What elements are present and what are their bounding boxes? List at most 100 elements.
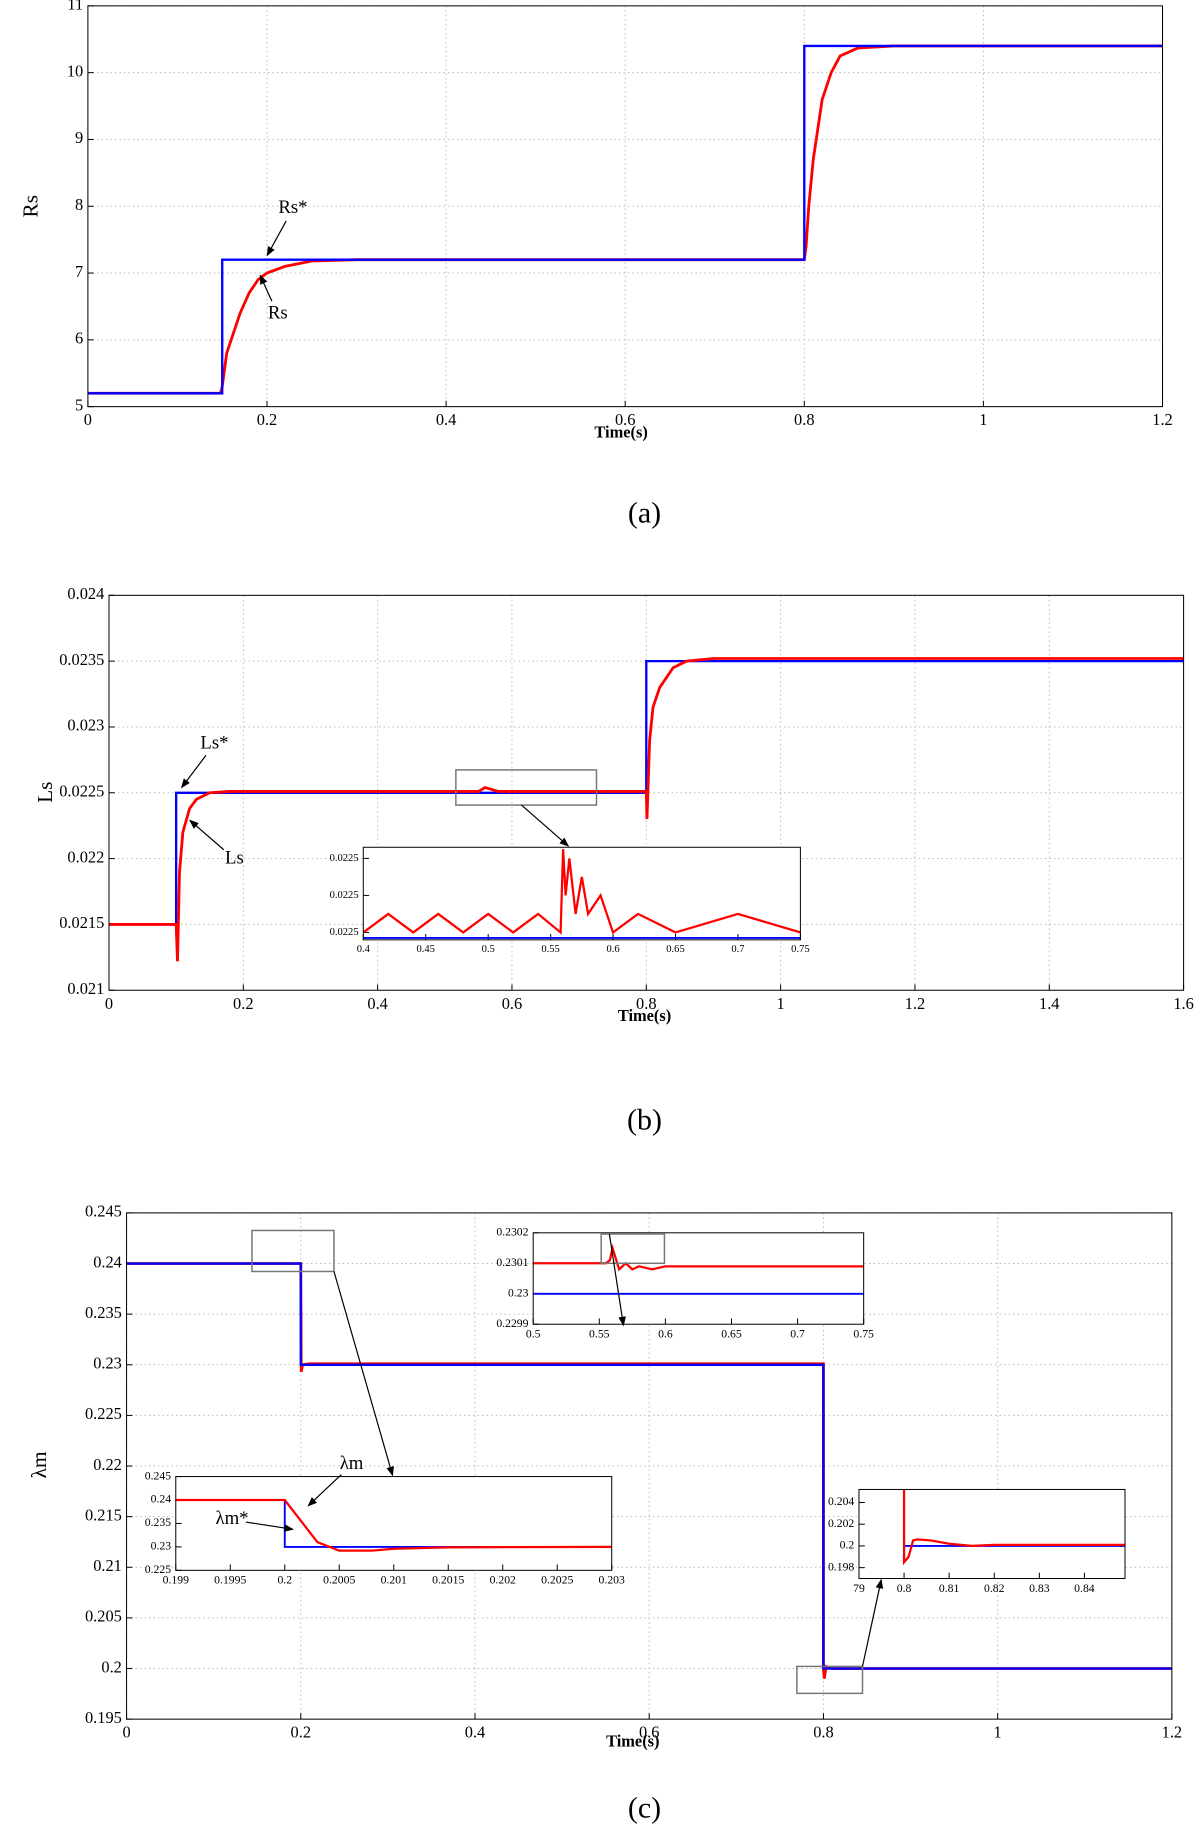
annotation-arrow [181,754,207,789]
x-axis-label: Time(s) [606,1731,659,1750]
x-tick-label: 0.203 [599,1574,625,1587]
annotation-arrow [307,1474,342,1507]
plot-frame [362,846,801,941]
x-tick-label: 0.5 [526,1327,541,1340]
y-tick-label: 9 [75,128,83,147]
y-tick-label: 0.023 [67,716,104,735]
y-tick-label: 0.2299 [496,1317,528,1330]
x-tick-label: 0.81 [939,1582,960,1595]
x-tick-label: 0.5 [482,944,495,955]
zoom-box [600,1233,666,1265]
x-tick-label: 0.55 [541,944,559,955]
x-tick-label: 1.2 [905,994,926,1013]
y-tick-label: 0.0225 [59,782,104,801]
x-tick-label: 0.7 [731,944,744,955]
zoom-box [251,1229,335,1273]
y-axis-label: Rs [19,195,43,218]
y-tick-label: 0.225 [145,1563,171,1576]
y-tick-label: 0.23 [93,1354,122,1373]
zoom-arrow [861,1578,884,1667]
x-tick-label: 0.4 [465,1723,486,1742]
y-tick-label: 6 [75,329,83,348]
x-tick-label: 0.6 [639,1723,660,1742]
x-tick-label: 0.6 [502,994,523,1013]
caption: (a) [628,497,661,530]
annotation-arrow [245,1521,294,1532]
y-tick-label: 0.0225 [330,927,359,938]
data-line [175,1498,612,1552]
x-tick-label: 0.75 [853,1327,874,1340]
plot-area [175,1476,612,1571]
plot-frame [108,594,1185,991]
plot-frame [126,1212,1173,1720]
data-line [87,44,1163,395]
x-axis-label: Time(s) [618,1006,671,1025]
plot-area [858,1489,1125,1579]
y-tick-label: 0.0215 [59,913,104,932]
x-tick-label: 0.84 [1074,1582,1095,1595]
annotation: Rs* [278,197,307,218]
chart-panel: 0.5 0.55 0.6 0.65 0.7 0.75 0.2299 0.23 0.2301 0.2… [496,1226,874,1341]
x-tick-label: 0.202 [490,1574,516,1587]
x-tick-label: 0.2 [277,1574,292,1587]
chart-panel: 0.4 0.45 0.5 0.55 0.6 0.65 0.7 0.75 0.0225 0.0225… [330,846,810,955]
x-tick-label: 0.82 [984,1582,1005,1595]
zoom-arrow [333,1271,394,1477]
chart-panel: 0 0.2 0.4 0.6 0.8 1 1.2 5 6 7 8 9 10 11 Time(s) Rs (a) Rs… [19,0,1173,530]
x-tick-label: 0.6 [606,944,619,955]
annotation-arrow [266,220,287,257]
x-tick-label: 0.2 [233,994,254,1013]
x-tick-label: 0.65 [721,1327,742,1340]
chart-panel: 79 0.8 0.81 0.82 0.83 0.84 0.198 0.2 0.202 0.204 [828,1488,1126,1595]
x-tick-label: 0.8 [794,410,815,429]
data-line [126,1262,1172,1670]
y-tick-label: 7 [75,262,83,281]
x-tick-label: 1.2 [1152,410,1173,429]
y-tick-label: 0.195 [85,1708,122,1727]
plot-frame [858,1488,1126,1580]
y-tick-label: 0.245 [85,1202,122,1221]
x-tick-label: 0.4 [357,944,371,955]
x-tick-label: 0.8 [813,1723,834,1742]
x-tick-label: 79 [853,1582,865,1595]
plot-frame [175,1476,613,1571]
y-tick-label: 0.198 [828,1560,854,1573]
x-tick-label: 0.75 [791,944,809,955]
zoom-box [455,769,598,806]
x-tick-label: 1.2 [1162,1723,1183,1742]
x-tick-label: 0.2 [291,1723,312,1742]
zoom-arrow [521,804,570,847]
y-axis-label: Ls [33,782,57,803]
x-axis-label: Time(s) [594,422,647,441]
y-tick-label: 0.022 [67,847,104,866]
y-tick-label: 10 [67,61,83,80]
y-tick-label: 0.22 [93,1455,122,1474]
y-tick-label: 0.24 [151,1493,172,1506]
chart-panel: 0.199 0.1995 0.2 0.2005 0.201 0.2015 0.202 0.20… [145,1453,625,1586]
y-tick-label: 0.245 [145,1469,171,1482]
annotation: Ls* [200,732,228,753]
y-tick-label: 0.215 [85,1505,122,1524]
x-tick-label: 1 [994,1723,1002,1742]
caption: (b) [627,1104,662,1137]
x-tick-label: 0.2 [257,410,278,429]
data-line [902,1489,1125,1566]
y-tick-label: 0.205 [85,1607,122,1626]
plot-area [363,847,801,940]
y-tick-label: 5 [75,395,83,414]
zoom-box [796,1665,864,1695]
x-tick-label: 0.8 [636,994,657,1013]
plot-area [87,5,1163,407]
y-tick-label: 0.23 [508,1286,529,1299]
zoom-arrow [608,1233,626,1327]
x-tick-label: 0 [84,410,92,429]
y-axis-label: λm [27,1451,51,1478]
annotation: λm* [216,1508,249,1529]
x-tick-label: 0.65 [666,944,684,955]
y-tick-label: 0.235 [85,1303,122,1322]
x-tick-label: 0.2005 [323,1574,355,1587]
x-tick-label: 1 [777,994,785,1013]
y-tick-label: 0.202 [828,1517,854,1530]
x-tick-label: 0.201 [381,1574,407,1587]
plot-frame [532,1232,865,1325]
